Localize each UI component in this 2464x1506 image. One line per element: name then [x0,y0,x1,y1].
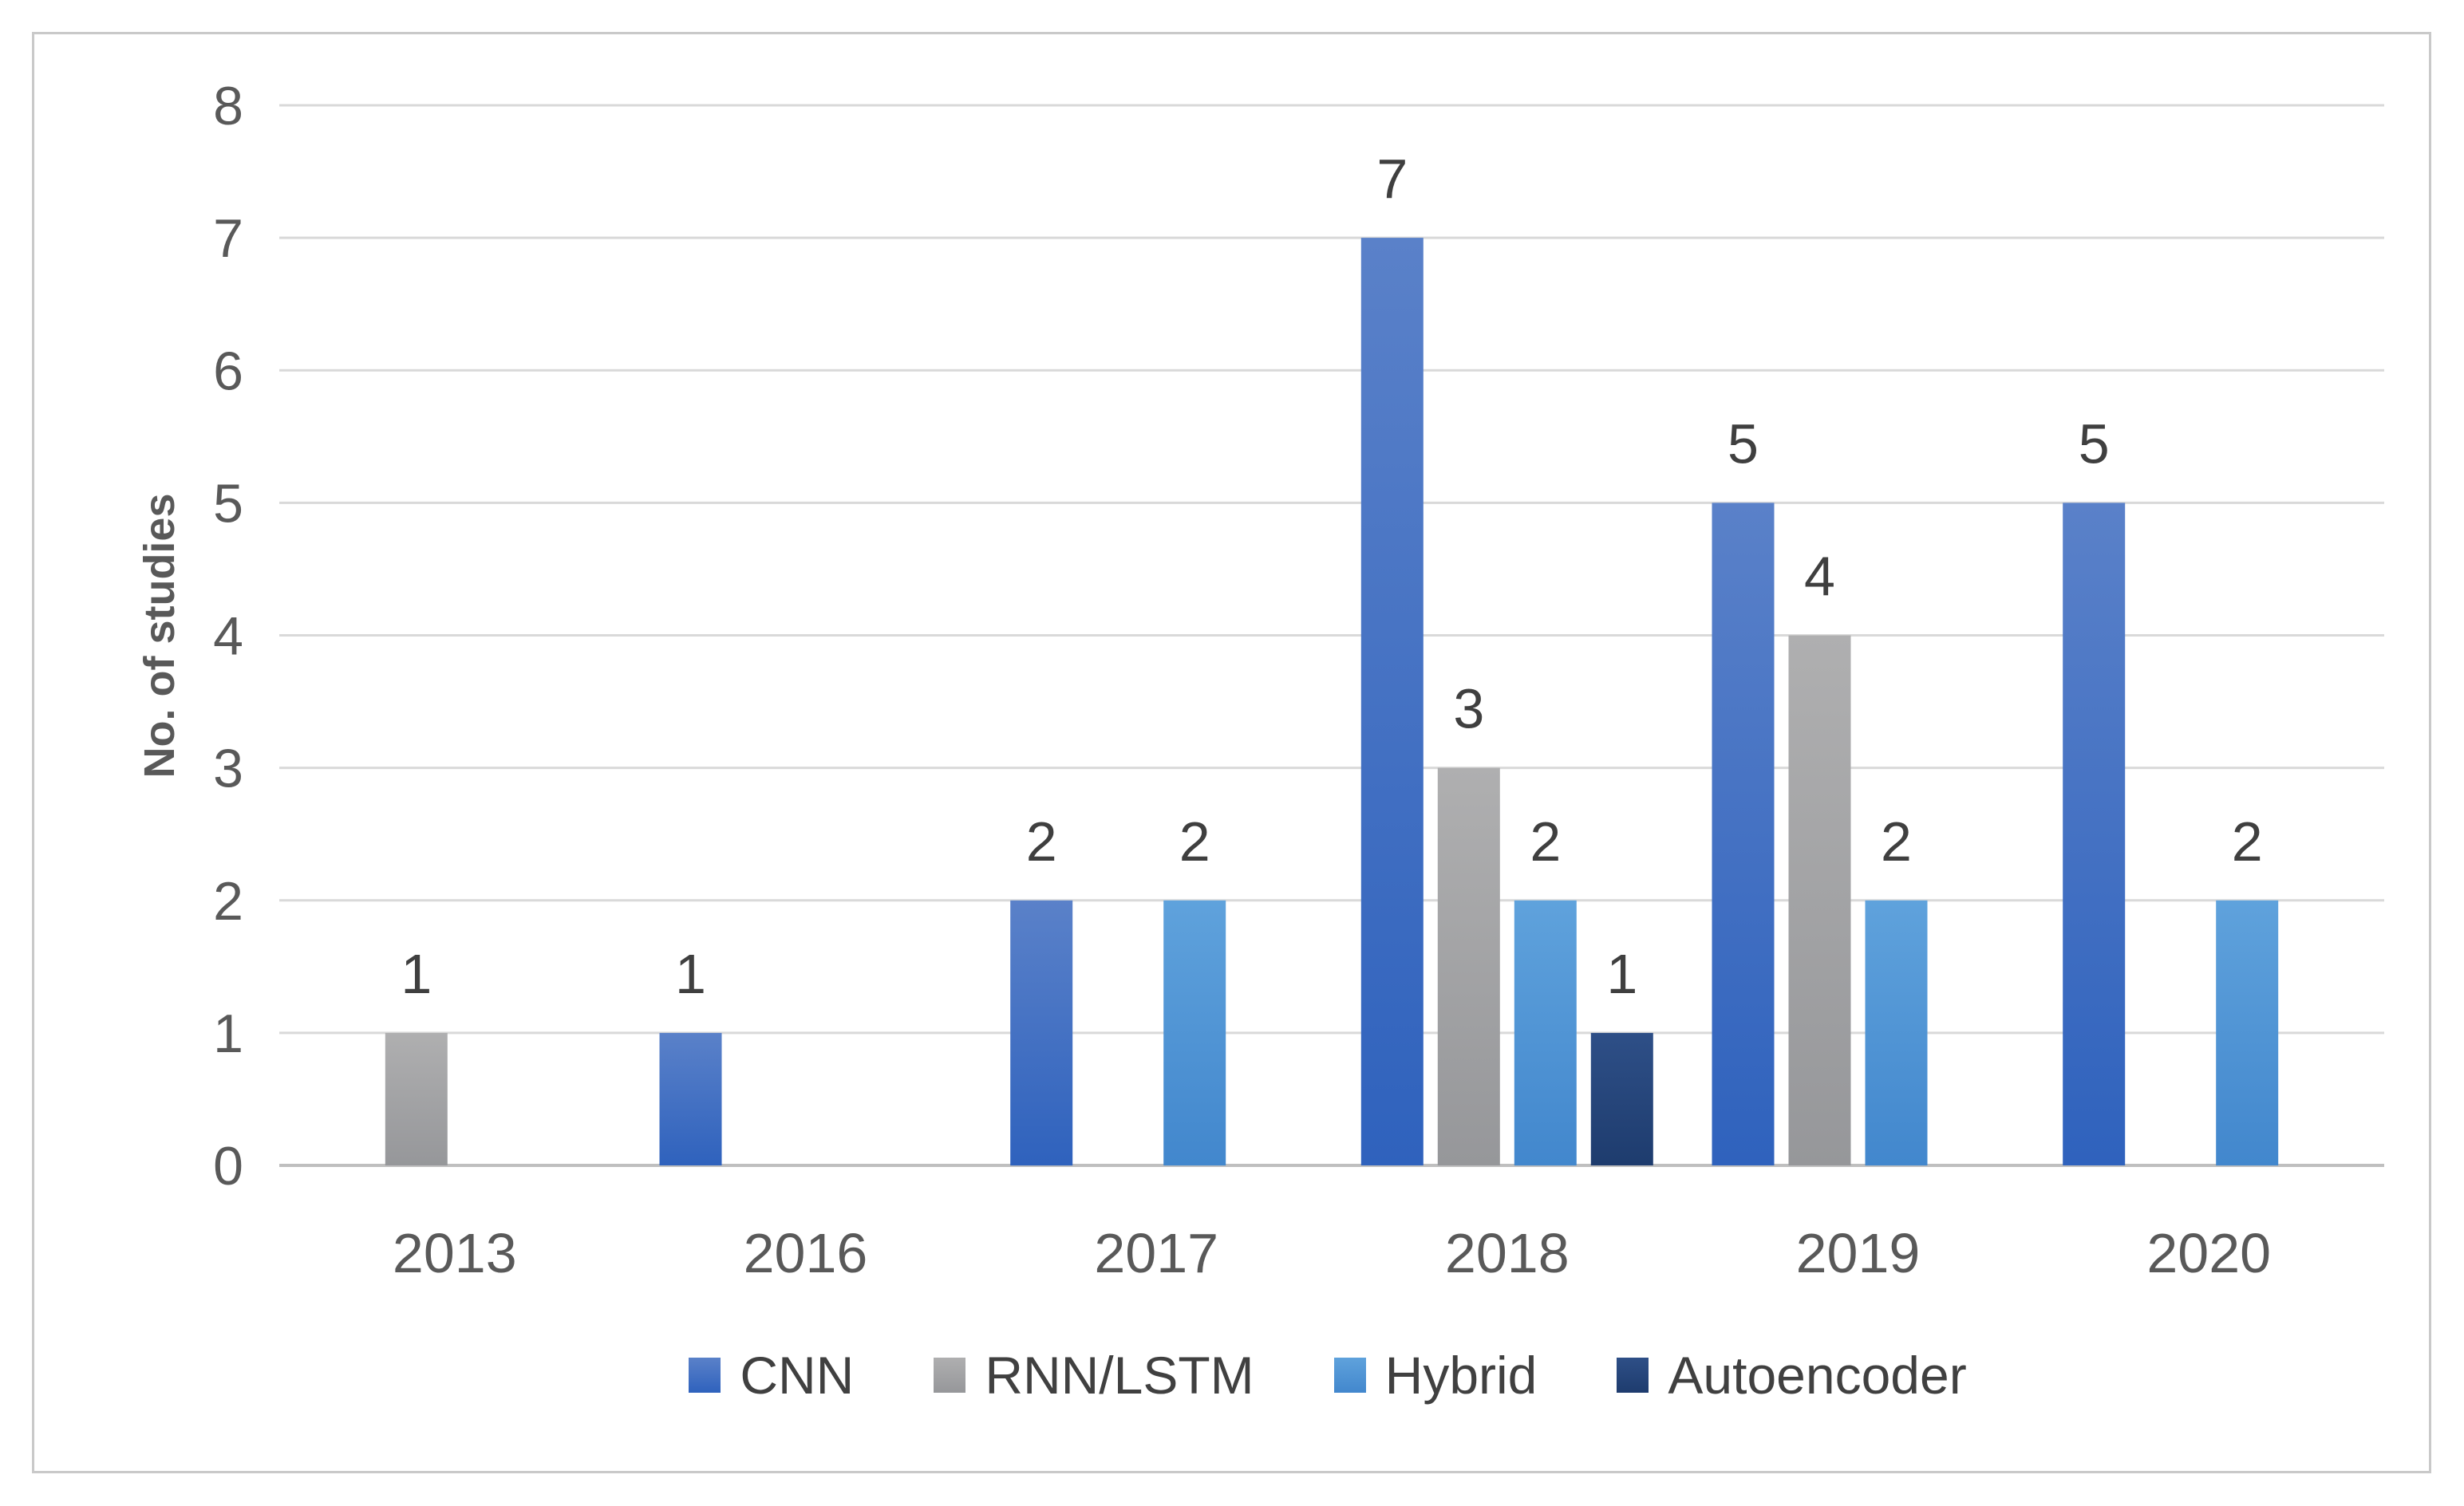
y-tick-label-8: 8 [213,76,243,136]
bar-hybrid-2019 [1865,900,1928,1166]
data-label-cnn-2018: 7 [1376,148,1408,210]
category-label-2013: 2013 [393,1222,517,1284]
y-tick-label-6: 6 [213,341,243,401]
bar-autoencoder-2018 [1590,1032,1653,1165]
legend-label-autoencoder: Autoencoder [1668,1346,1967,1405]
legend-item-cnn: CNN [689,1349,854,1402]
bar-cnn-2020 [2063,503,2126,1165]
bar-cnn-2018 [1360,238,1424,1166]
data-label-rnn-lstm-2013: 1 [401,943,432,1005]
y-tick-label-2: 2 [213,871,243,932]
y-tick-label-5: 5 [213,473,243,534]
bar-cnn-2017 [1010,900,1073,1166]
bar-hybrid-2020 [2216,900,2279,1166]
data-label-rnn-lstm-2018: 3 [1453,678,1484,740]
bar-rnn-lstm-2018 [1437,767,1500,1165]
y-tick-label-3: 3 [213,739,243,799]
legend-item-hybrid: Hybrid [1333,1346,1538,1405]
data-label-cnn-2020: 5 [2079,412,2110,475]
y-tick-label-0: 0 [213,1136,243,1197]
bar-cnn-2016 [659,1032,722,1165]
legend-label-cnn: CNN [740,1346,855,1405]
bar-cnn-2019 [1712,503,1775,1165]
category-label-2016: 2016 [744,1222,868,1284]
legend-item-autoencoder: Autoencoder [1617,1346,1967,1405]
bar-rnn-lstm-2019 [1788,635,1851,1165]
bar-rnn-lstm-2013 [385,1032,448,1165]
data-label-cnn-2019: 5 [1728,412,1759,475]
data-label-cnn-2016: 1 [675,943,706,1005]
category-label-2017: 2017 [1094,1222,1218,1284]
y-tick-label-4: 4 [213,606,243,667]
bar-hybrid-2018 [1514,900,1577,1166]
legend-label-rnn-lstm: RNN/LSTM [985,1346,1254,1405]
data-label-hybrid-2019: 2 [1881,810,1912,873]
legend-swatch-hybrid [1333,1358,1366,1393]
legend-swatch-cnn [689,1358,721,1393]
legend: CNN RNN/LSTM Hybrid Autoencoder [0,1343,2464,1407]
data-label-autoencoder-2018: 1 [1606,943,1637,1005]
bar-hybrid-2017 [1163,900,1226,1166]
y-tick-label-7: 7 [213,208,243,269]
legend-label-hybrid: Hybrid [1384,1346,1538,1405]
category-label-2019: 2019 [1796,1222,1921,1284]
data-label-hybrid-2017: 2 [1179,810,1210,873]
data-label-rnn-lstm-2019: 4 [1804,546,1835,608]
y-tick-label-1: 1 [213,1003,243,1064]
data-label-hybrid-2018: 2 [1530,810,1561,873]
y-axis-title: No. of studies [136,493,184,779]
legend-item-rnn-lstm: RNN/LSTM [934,1349,1254,1402]
legend-swatch-rnn-lstm [934,1358,966,1393]
data-label-hybrid-2020: 2 [2232,810,2263,873]
legend-swatch-autoencoder [1617,1358,1649,1393]
data-label-cnn-2017: 2 [1026,810,1057,873]
category-label-2020: 2020 [2146,1222,2271,1284]
category-label-2018: 2018 [1445,1222,1570,1284]
